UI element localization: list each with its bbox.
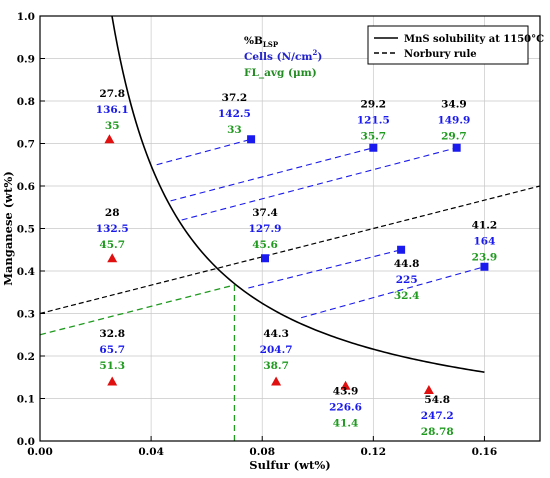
cells-value-label: 225 xyxy=(396,274,418,286)
y-tick-label: 1.0 xyxy=(17,11,35,23)
cells-value-label: 132.5 xyxy=(96,223,129,235)
x-tick-label: 0.16 xyxy=(472,446,498,458)
key-tail: ) xyxy=(317,51,322,63)
x-tick-label: 0.12 xyxy=(361,446,387,458)
y-tick-label: 0.9 xyxy=(17,54,35,66)
fl-avg-value-label: 51.3 xyxy=(99,360,125,372)
legend: MnS solubility at 1150°C Norbury rule xyxy=(367,25,544,65)
norbury-rule-line xyxy=(40,185,540,315)
blue-tie-line xyxy=(300,266,485,319)
blsp-value-label: 54.8 xyxy=(424,394,450,406)
y-tick-label: 0.7 xyxy=(17,139,35,151)
cells-value-label: 127.9 xyxy=(249,223,282,235)
fl-avg-value-label: 45.6 xyxy=(252,239,278,251)
blsp-value-label: 44.8 xyxy=(394,258,420,270)
red-triangle-marker xyxy=(107,253,118,263)
blue-tie-line xyxy=(181,147,457,221)
y-tick-label: 0.0 xyxy=(17,436,35,448)
blsp-value-label: 44.3 xyxy=(263,328,289,340)
x-tick-label: 0.08 xyxy=(249,446,275,458)
key-text: Cells (N/cm xyxy=(244,51,313,63)
fl-avg-value-label: 32.4 xyxy=(394,290,420,302)
fl-avg-value-label: 29.7 xyxy=(441,130,467,142)
blue-square-marker xyxy=(452,143,461,152)
green-intersection-line xyxy=(40,284,235,336)
cells-value-label: 65.7 xyxy=(99,344,125,356)
cells-value-label: 149.9 xyxy=(437,114,470,126)
cells-value-label: 164 xyxy=(473,236,495,248)
key-line: FL_avg (μm) xyxy=(244,67,317,80)
key-text: %B xyxy=(244,35,263,47)
data-markers xyxy=(104,134,489,394)
key-line: Cells (N/cm2) xyxy=(244,48,322,63)
fl-avg-value-label: 45.7 xyxy=(99,239,125,251)
blsp-value-label: 28 xyxy=(105,207,120,219)
red-triangle-marker xyxy=(423,385,434,394)
blsp-value-label: 37.2 xyxy=(222,92,248,104)
blue-square-marker xyxy=(480,262,489,271)
blue-tie-line xyxy=(156,138,252,166)
fl-avg-value-label: 35.7 xyxy=(361,130,387,142)
legend-entry-label: Norbury rule xyxy=(404,49,477,60)
red-triangle-marker xyxy=(107,376,118,386)
key-superscript: 2 xyxy=(313,48,318,57)
blue-square-marker xyxy=(397,245,406,254)
red-triangle-marker xyxy=(104,134,115,144)
y-tick-label: 0.3 xyxy=(17,309,35,321)
cells-value-label: 204.7 xyxy=(260,344,293,356)
legend-entry-label: MnS solubility at 1150°C xyxy=(404,34,544,45)
blsp-value-label: 37.4 xyxy=(252,207,278,219)
y-tick-label: 0.2 xyxy=(17,351,35,363)
blsp-value-label: 34.9 xyxy=(441,98,467,110)
x-axis-label: Sulfur (wt%) xyxy=(249,458,330,472)
blue-square-marker xyxy=(369,143,378,152)
fl-avg-value-label: 33 xyxy=(227,124,242,136)
blsp-value-label: 43.9 xyxy=(333,385,359,397)
red-triangle-marker xyxy=(340,380,351,390)
y-axis-label: Manganese (wt%) xyxy=(1,171,15,286)
fl-avg-value-label: 23.9 xyxy=(472,252,498,264)
red-triangle-marker xyxy=(271,376,282,386)
cells-value-label: 121.5 xyxy=(357,114,390,126)
fl-avg-value-label: 28.78 xyxy=(421,426,454,438)
y-tick-label: 0.1 xyxy=(17,394,35,406)
y-tick-label: 0.6 xyxy=(17,181,35,193)
mns-solubility-curve xyxy=(111,16,485,373)
blue-tie-line xyxy=(170,147,374,202)
blsp-value-label: 27.8 xyxy=(99,88,125,100)
cells-value-label: 142.5 xyxy=(218,108,251,120)
x-tick-label: 0.04 xyxy=(138,446,164,458)
blsp-value-label: 41.2 xyxy=(472,220,498,232)
cells-value-label: 226.6 xyxy=(329,401,362,413)
fl-avg-value-label: 41.4 xyxy=(333,417,359,429)
cells-value-label: 247.2 xyxy=(421,410,454,422)
legend-box xyxy=(367,25,529,65)
key-text: FL_avg (μm) xyxy=(244,67,317,80)
data-labels: 27.8 136.1 35 28 132.5 45.7 32.8 65.7 51.3 44.3 20… xyxy=(96,88,497,438)
blue-square-marker xyxy=(261,254,269,263)
y-tick-label: 0.8 xyxy=(17,96,35,108)
key-line: %BLSP xyxy=(244,35,279,49)
blsp-value-label: 29.2 xyxy=(361,98,387,110)
y-tick-label: 0.4 xyxy=(17,266,35,278)
fl-avg-value-label: 38.7 xyxy=(263,360,289,372)
key-subscript: LSP xyxy=(263,40,279,49)
blsp-value-label: 32.8 xyxy=(99,328,125,340)
cells-value-label: 136.1 xyxy=(96,104,129,116)
x-tick-label: 0.00 xyxy=(27,446,53,458)
y-tick-label: 0.5 xyxy=(17,224,35,236)
blue-square-marker xyxy=(247,135,256,144)
fl-avg-value-label: 35 xyxy=(105,120,120,132)
blue-tie-line xyxy=(248,249,402,289)
axis-ticks: 0.00 0.04 0.08 0.12 0.16 0.0 0.1 0.2 0.3 0.4 0.5 0.… xyxy=(17,11,498,458)
reference-lines xyxy=(40,16,540,441)
